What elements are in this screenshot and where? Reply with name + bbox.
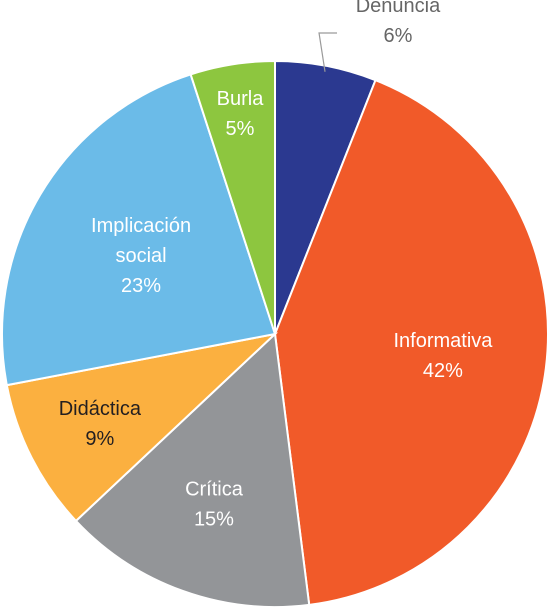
- slice-value-implicación-social: 23%: [121, 275, 161, 297]
- slice-name-implicación-social: Implicación: [91, 215, 191, 237]
- slice-name-denuncia: Denuncia: [356, 0, 441, 17]
- slice-value-crítica: 15%: [194, 509, 234, 531]
- pie-slice-informativa: [273, 78, 549, 606]
- slice-label-informativa: Informativa 42%: [393, 330, 493, 382]
- slice-value-informativa: 42%: [423, 360, 463, 382]
- slice-value-denuncia: 6%: [384, 25, 413, 47]
- pie-slices: [1, 59, 549, 608]
- slice-label-implicación-social: Implicación social 23%: [91, 215, 191, 297]
- slice-label-denuncia: Denuncia 6%: [356, 0, 441, 47]
- slice-name-crítica: Crítica: [185, 479, 244, 501]
- slice-name-informativa: Informativa: [393, 330, 493, 352]
- pie-slice-crítica: [74, 331, 311, 608]
- slice-name-didáctica: Didáctica: [59, 398, 142, 420]
- slice-name-burla: Burla: [217, 88, 265, 110]
- slice-label-burla: Burla 5%: [217, 88, 265, 140]
- pie-slice-burla: [189, 59, 276, 335]
- slice-label-crítica: Crítica 15%: [185, 479, 244, 531]
- pie-slice-didáctica: [5, 332, 279, 523]
- leader-line-denuncia: [318, 32, 338, 72]
- slice-value-burla: 5%: [226, 118, 255, 140]
- slice-name-implicación-social: social: [115, 245, 166, 267]
- slice-label-didáctica: Didáctica 9%: [59, 398, 142, 450]
- pie-slice-implicación-social: [1, 73, 277, 387]
- pie-labels: Denuncia 6% Informativa 42% Crítica 15% Didáct…: [59, 0, 494, 531]
- slice-value-didáctica: 9%: [85, 428, 114, 450]
